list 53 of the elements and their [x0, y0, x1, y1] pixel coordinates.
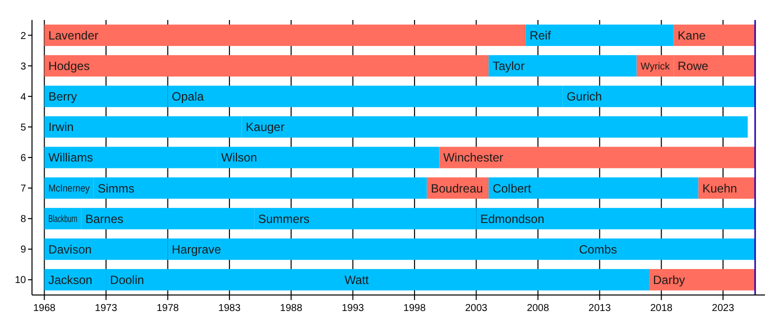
annotation: Edmondson [480, 212, 544, 226]
annotation: Davison [48, 242, 92, 256]
annotation: Irwin [48, 120, 74, 134]
annotation: Summers [258, 212, 310, 226]
annotation: Opala [172, 90, 204, 104]
y-tick-label: 5 [20, 122, 26, 134]
x-tick-label: 2003 [465, 303, 488, 314]
annotation: Taylor [492, 59, 525, 74]
annotation: Darby [653, 272, 686, 287]
annotation: Winchester [443, 150, 504, 165]
y-tick-label: 3 [20, 61, 26, 72]
annotation: Williams [48, 150, 94, 165]
annotation: Hodges [48, 59, 90, 74]
bar [526, 24, 674, 46]
x-tick-label: 1973 [94, 303, 118, 314]
annotation: Simms [98, 181, 134, 196]
x-tick-label: 1993 [342, 303, 364, 314]
x-tick-label: 1978 [156, 303, 180, 314]
annotation: Gurich [566, 90, 602, 104]
annotation: Rowe [678, 59, 709, 74]
x-tick-label: 1988 [280, 303, 303, 314]
y-tick-label: 2 [20, 30, 26, 42]
x-tick-label: 1968 [33, 303, 56, 314]
annotation: Wilson [221, 150, 258, 165]
annotation: Wyrick [640, 61, 671, 72]
y-tick-label: 4 [20, 92, 26, 103]
annotation: Colbert [492, 181, 532, 196]
annotation: Boudreau [430, 181, 483, 196]
x-tick-label: 2013 [588, 303, 612, 314]
y-tick-label: 6 [20, 153, 26, 164]
annotation: Hargrave [172, 242, 222, 256]
bar [488, 55, 637, 77]
x-tick-label: 2023 [712, 303, 735, 314]
annotation: McInerney [48, 184, 96, 195]
x-tick-label: 2008 [526, 303, 550, 314]
y-tick-label: 9 [20, 244, 26, 256]
x-tick-label: 1983 [218, 303, 241, 314]
annotation: Combs [578, 242, 617, 256]
annotation: Berry [48, 90, 78, 104]
y-tick-label: 10 [14, 275, 26, 286]
annotation: Kauger [246, 120, 284, 134]
annotation: Lavender [48, 28, 98, 42]
annotation: Jackson [48, 272, 92, 287]
annotation: Watt [344, 272, 370, 287]
annotation: Reif [530, 28, 552, 42]
annotation: Doolin [110, 272, 144, 287]
x-tick-label: 1998 [403, 303, 426, 314]
y-tick-label: 8 [20, 214, 26, 226]
annotation: Barnes [85, 212, 124, 226]
x-tick-label: 2018 [650, 303, 673, 314]
y-tick-label: 7 [20, 184, 26, 195]
annotation: Kuehn [702, 181, 738, 196]
annotation: Kane [678, 28, 706, 42]
